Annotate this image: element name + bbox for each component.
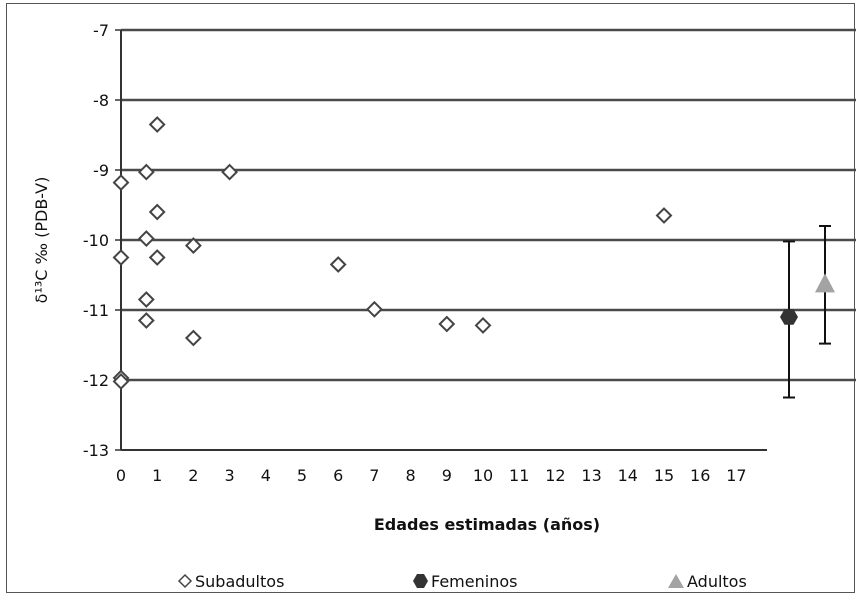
x-tick-label: 17 xyxy=(726,466,746,485)
y-tick-label: -9 xyxy=(93,161,109,180)
y-tick-label: -12 xyxy=(83,371,109,390)
x-axis-label: Edades estimadas (años) xyxy=(374,515,600,534)
subadulto-point xyxy=(137,163,155,181)
subadulto-point xyxy=(137,291,155,308)
scatter-chart: -7-8-9-10-11-12-13 0 1 2 3 4 5 6 7 8 9 10 11 12 13 14 1… xyxy=(32,21,856,591)
y-tick-label: -13 xyxy=(83,441,109,460)
x-tick-label: 9 xyxy=(442,466,452,485)
subadulto-point xyxy=(112,372,130,390)
legend-label-subadultos: Subadultos xyxy=(195,572,284,591)
x-tick-label: 15 xyxy=(654,466,674,485)
subadulto-point xyxy=(438,315,456,333)
y-tick-labels: -7 -8 -9 -10 -11 -12 -13 xyxy=(83,21,109,460)
y-tick-label: -8 xyxy=(93,91,109,110)
subadulto-point xyxy=(221,163,239,181)
x-tick-label: 4 xyxy=(261,466,271,485)
subadulto-point xyxy=(137,230,155,248)
subadulto-point xyxy=(329,256,347,273)
x-tick-label: 3 xyxy=(225,466,235,485)
subadulto-point xyxy=(655,207,673,224)
data-points xyxy=(112,116,835,399)
x-tick-label: 0 xyxy=(116,466,126,485)
subadulto-point xyxy=(148,203,166,221)
legend-label-femeninos: Femeninos xyxy=(431,572,517,591)
x-tick-label: 10 xyxy=(473,466,493,485)
subadulto-point xyxy=(184,329,202,347)
femeninos-mean-point xyxy=(780,309,798,325)
x-tick-label: 2 xyxy=(188,466,198,485)
subadulto-point xyxy=(137,312,155,329)
legend-item-subadultos: Subadultos xyxy=(177,572,284,591)
hexagon-icon xyxy=(413,574,428,588)
x-tick-label: 6 xyxy=(333,466,343,485)
x-tick-label: 11 xyxy=(509,466,529,485)
legend: Subadultos Femeninos Adultos xyxy=(177,572,747,591)
y-tick-label: -11 xyxy=(83,301,109,320)
x-tick-label: 7 xyxy=(369,466,379,485)
subadulto-point xyxy=(148,249,166,266)
y-axis-label: δ¹³C ‰ (PDB-V) xyxy=(32,177,51,304)
triangle-icon xyxy=(668,574,684,588)
subadulto-point xyxy=(148,116,166,133)
x-tick-label: 16 xyxy=(690,466,710,485)
y-tick-label: -7 xyxy=(93,21,109,40)
subadulto-point xyxy=(365,300,383,318)
x-tick-label: 14 xyxy=(618,466,638,485)
adultos-mean-point xyxy=(815,273,835,293)
x-tick-label: 13 xyxy=(581,466,601,485)
legend-item-adultos: Adultos xyxy=(668,572,747,591)
subadulto-point xyxy=(184,237,202,255)
x-tick-labels: 0 1 2 3 4 5 6 7 8 9 10 11 12 13 14 15 16 17 xyxy=(116,466,747,485)
x-tick-label: 1 xyxy=(152,466,162,485)
legend-item-femeninos: Femeninos xyxy=(413,572,517,591)
legend-label-adultos: Adultos xyxy=(687,572,747,591)
subadulto-point xyxy=(474,316,492,334)
grid-lines xyxy=(121,28,856,382)
x-tick-label: 12 xyxy=(545,466,565,485)
diamond-icon xyxy=(177,573,193,589)
x-tick-label: 5 xyxy=(297,466,307,485)
chart-frame: -7 -8 -9 -10 -11 -12 -13 0 1 2 3 4 5 6 7 8 9 10 11 12 13 14 1… xyxy=(6,3,856,593)
x-tick-label: 8 xyxy=(406,466,416,485)
subadulto-point xyxy=(112,249,130,266)
y-tick-label: -10 xyxy=(83,231,109,250)
subadulto-point xyxy=(112,174,130,192)
